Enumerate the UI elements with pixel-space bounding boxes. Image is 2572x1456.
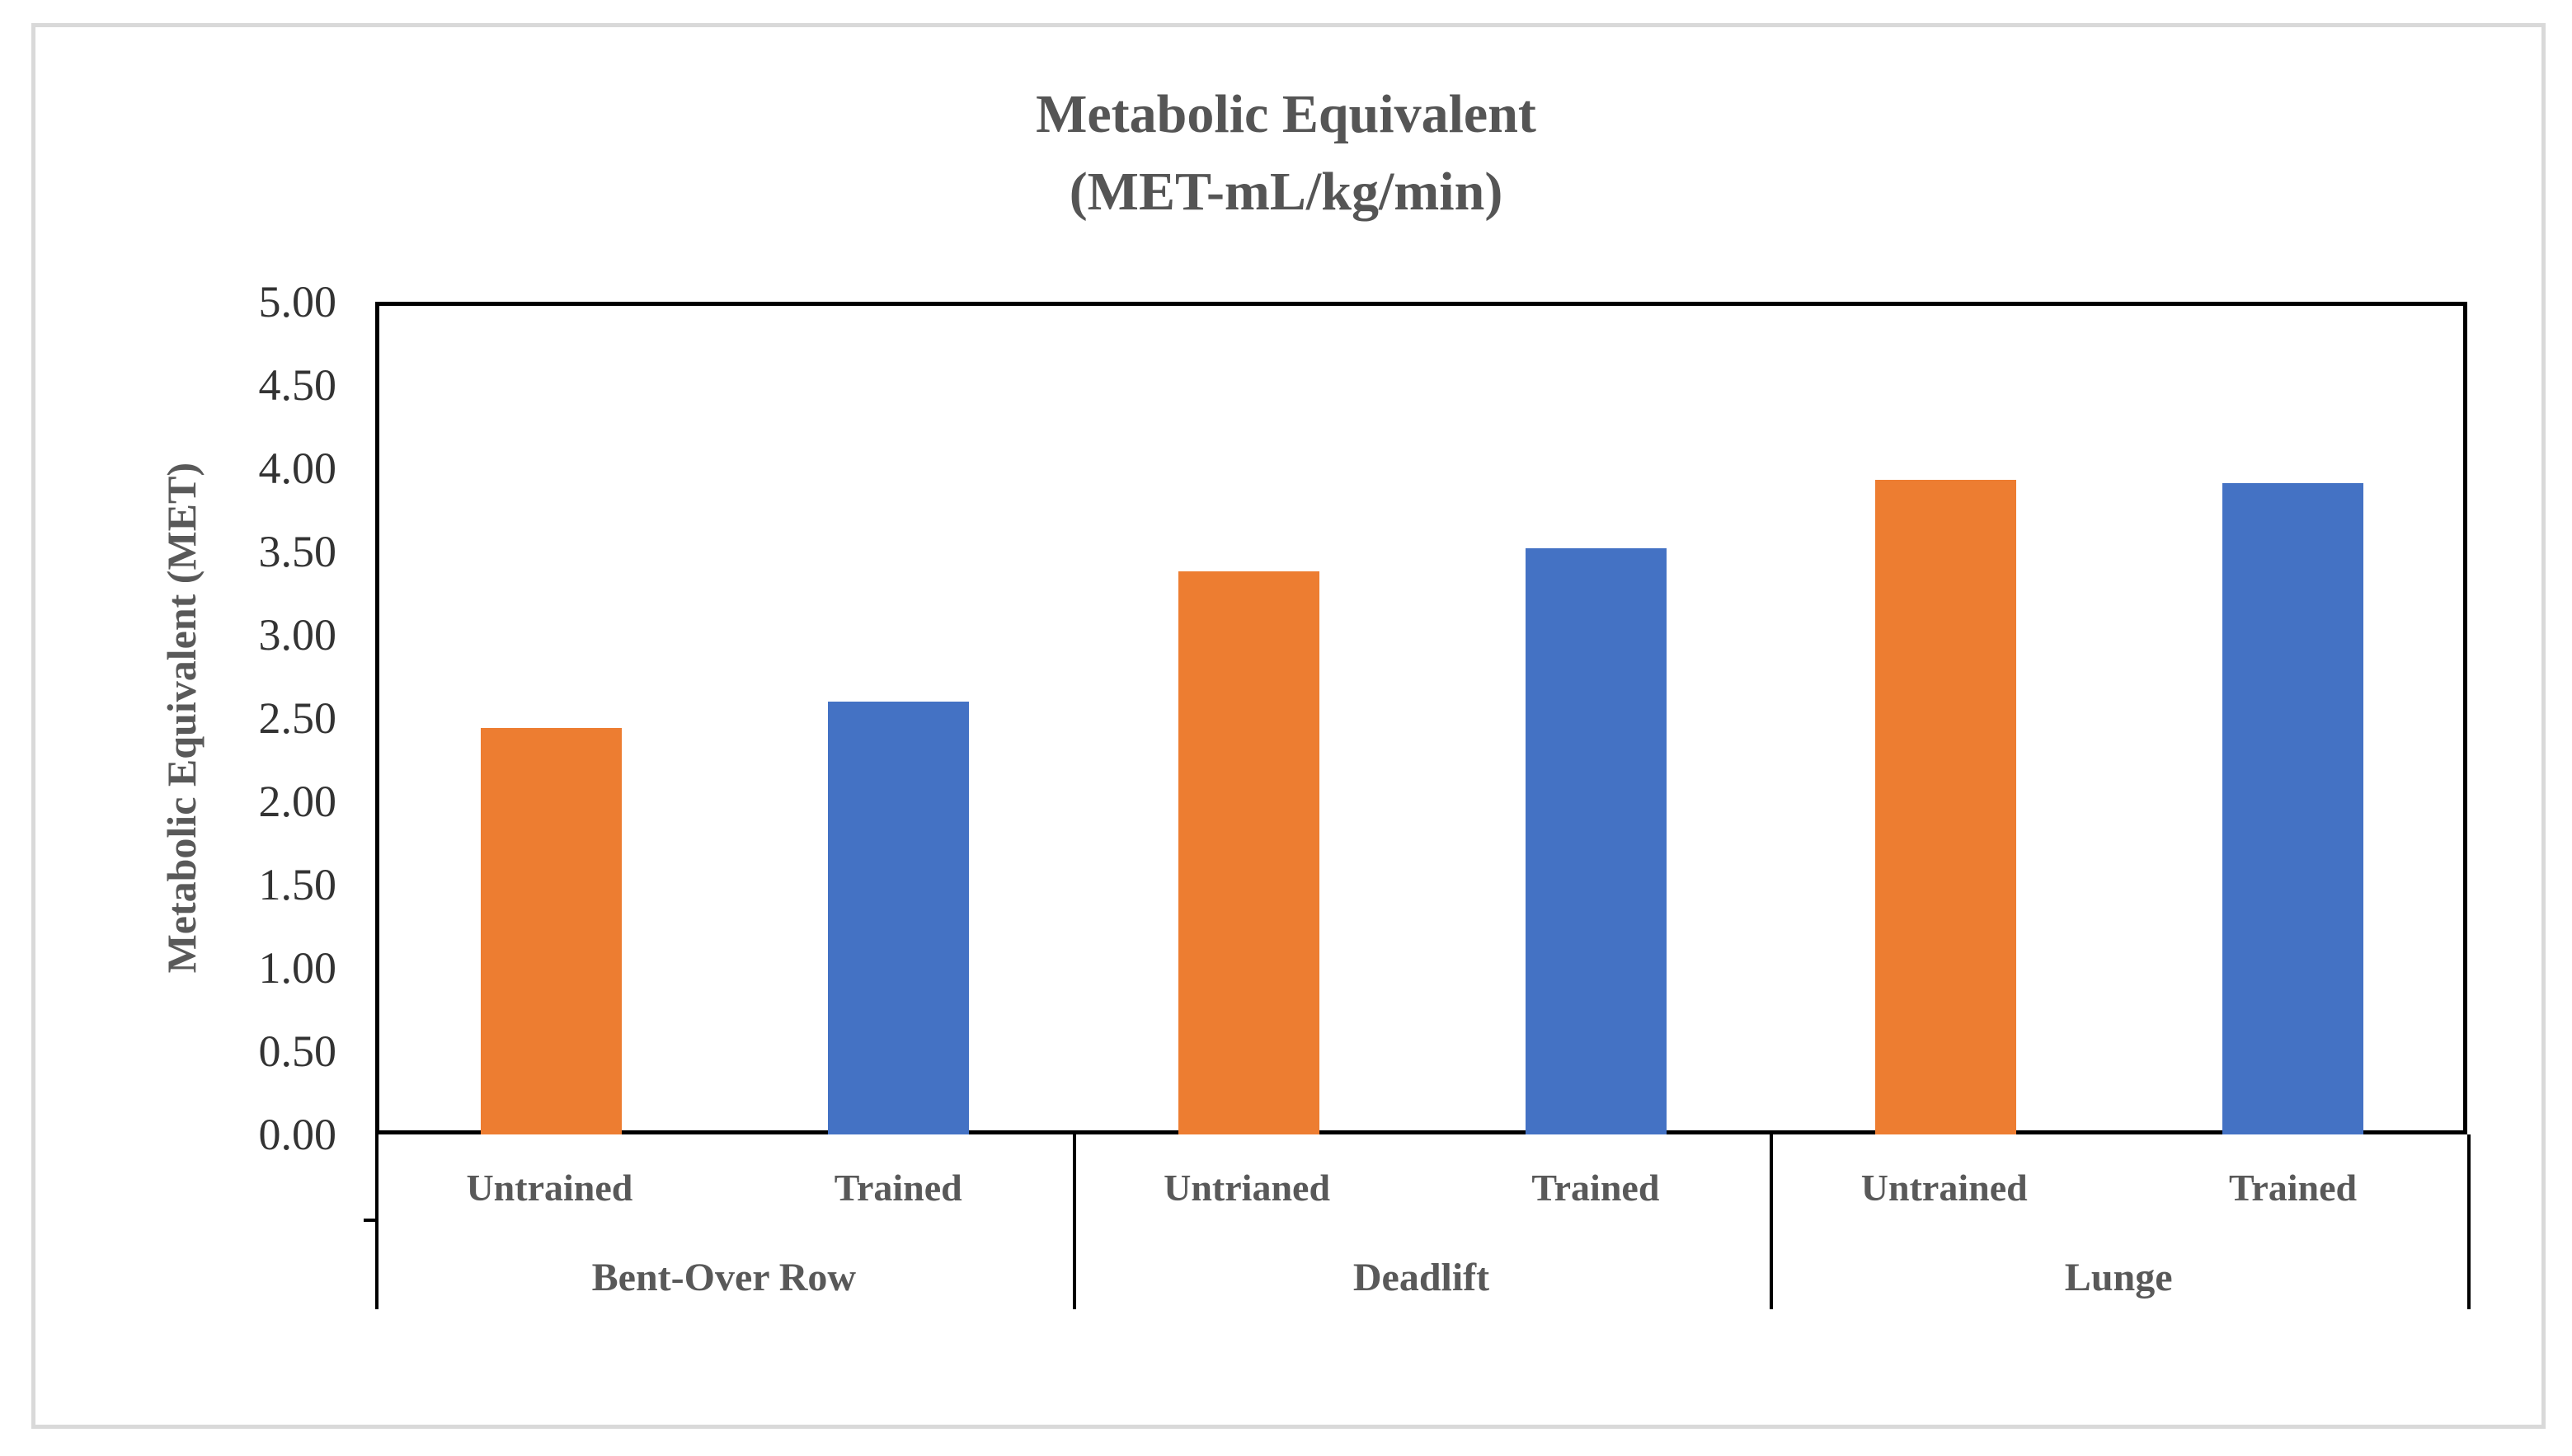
y-tick-label: 2.00 (258, 777, 337, 826)
y-tick-label: 1.50 (258, 860, 337, 909)
category-separator (1770, 1134, 1774, 1309)
y-tick-label: 0.00 (258, 1110, 337, 1159)
group-label: Lunge (2064, 1256, 2173, 1299)
y-tick-label: 3.50 (258, 527, 337, 576)
category-label: Untrained (466, 1167, 633, 1209)
bar-deadlift-untrained (1178, 571, 1319, 1134)
category-label: Untrained (1860, 1167, 2028, 1209)
bar-lunge-untrained (1875, 480, 2017, 1134)
group-label: Bent-Over Row (591, 1256, 857, 1299)
category-label: Trained (834, 1167, 962, 1209)
category-label: Untrianed (1164, 1167, 1331, 1209)
category-label: Trained (2229, 1167, 2358, 1209)
category-separator (2467, 1134, 2471, 1309)
bar-bent-over-row-untrained (481, 728, 623, 1134)
chart-title-line1: Metabolic Equivalent (1036, 84, 1536, 144)
category-row-tick (364, 1219, 375, 1222)
y-tick-label: 0.50 (258, 1026, 337, 1076)
bar-deadlift-trained (1525, 547, 1667, 1134)
plot-area (375, 302, 2467, 1134)
y-tick-label: 4.00 (258, 444, 337, 493)
bar-bent-over-row-trained (828, 701, 969, 1134)
chart-title: Metabolic Equivalent (MET-mL/kg/min) (0, 76, 2572, 230)
chart-title-line2: (MET-mL/kg/min) (1069, 161, 1503, 222)
y-tick-label: 5.00 (258, 277, 337, 326)
y-tick-label: 1.00 (258, 943, 337, 993)
bar-lunge-trained (2222, 483, 2364, 1134)
category-label: Trained (1531, 1167, 1660, 1209)
group-label: Deadlift (1352, 1256, 1490, 1299)
y-tick-label: 2.50 (258, 693, 337, 743)
y-tick-label: 3.00 (258, 610, 337, 660)
y-tick-label: 4.50 (258, 360, 337, 410)
category-separator (375, 1134, 379, 1309)
category-separator (1072, 1134, 1076, 1309)
